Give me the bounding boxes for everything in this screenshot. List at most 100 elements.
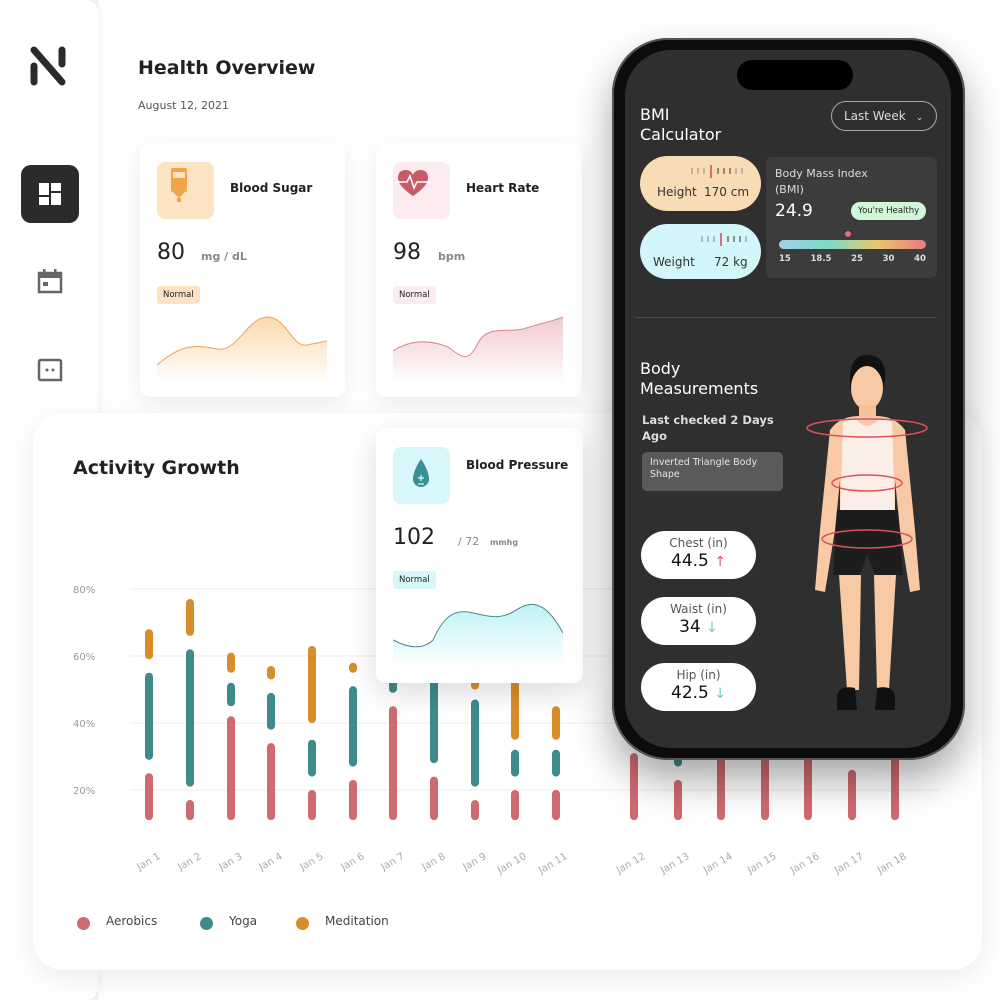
blood-pressure-card[interactable]: Blood Pressure 102 / 72 mmhg Normal [376, 428, 583, 683]
blood-drop-icon [393, 447, 450, 504]
legend-meditation-swatch [296, 917, 309, 930]
x-tick-label: Jan 15 [745, 851, 778, 877]
nav-dashboard[interactable] [21, 165, 79, 223]
arrow-down-icon: ↓ [706, 620, 718, 636]
y-tick-label: 80% [73, 585, 95, 596]
y-tick-label: 60% [73, 652, 95, 663]
x-tick-label: Jan 2 [176, 851, 204, 874]
legend-yoga-swatch [200, 917, 213, 930]
phone-screen: BMI Calculator Last Week ⌄ Height 170 cm W… [625, 50, 951, 748]
legend-yoga: Yoga [229, 914, 258, 928]
bmi-label-line2: (BMI) [775, 183, 804, 196]
height-label: Height [657, 185, 697, 199]
bmi-label-line1: Body Mass Index [775, 167, 868, 180]
legend-aerobics: Aerobics [106, 914, 158, 928]
x-tick-label: Jan 9 [461, 851, 489, 874]
height-value: 170 cm [704, 185, 750, 199]
glucose-meter-icon [157, 162, 214, 219]
card-title: Blood Pressure [466, 458, 569, 472]
logo-icon [30, 46, 66, 86]
bmi-value: 24.9 [775, 201, 813, 221]
bmi-scale-bar [779, 240, 926, 249]
x-tick-label: Jan 12 [614, 851, 647, 877]
x-tick-label: Jan 18 [875, 851, 908, 877]
measurement-value: 42.5 [671, 683, 709, 703]
body-title-line1: Body [640, 359, 681, 378]
x-tick-label: Jan 5 [298, 851, 326, 874]
x-tick-label: Jan 3 [217, 851, 245, 874]
x-tick-label: Jan 6 [339, 851, 367, 874]
page-title: Health Overview [138, 57, 316, 79]
blood-pressure-sparkline [393, 603, 563, 668]
bmi-scale-label: 25 [851, 254, 863, 264]
body-title-line2: Measurements [640, 379, 759, 398]
height-pill[interactable]: Height 170 cm [640, 156, 761, 211]
measurement-value: 34 [679, 617, 701, 637]
arrow-down-icon: ↓ [714, 686, 726, 702]
heart-pulse-icon [393, 162, 450, 219]
bmi-title-line2: Calculator [640, 125, 722, 144]
x-tick-label: Jan 14 [701, 851, 734, 877]
bmi-panel: Body Mass Index (BMI) 24.9 You're Healthy… [766, 157, 937, 278]
bmi-scale-labels: 15 18.5 25 30 40 [779, 254, 926, 264]
measurement-label: Chest (in) [669, 536, 728, 550]
x-tick-label: Jan 10 [495, 851, 528, 877]
measurement-label: Waist (in) [670, 602, 727, 616]
blood-sugar-card[interactable]: Blood Sugar 80 mg / dL Normal [140, 143, 345, 397]
bmi-marker [845, 231, 851, 237]
nav-chat[interactable] [37, 358, 63, 384]
weight-ruler-icon [701, 233, 747, 246]
weight-label: Weight [653, 255, 695, 269]
y-tick-label: 40% [73, 719, 95, 730]
chevron-down-icon: ⌄ [915, 113, 924, 123]
bmi-status-badge: You're Healthy [851, 202, 927, 220]
card-title: Heart Rate [466, 181, 540, 195]
nav-calendar[interactable] [37, 268, 63, 294]
divider [635, 317, 937, 318]
card-value: 98 [393, 240, 421, 265]
dashboard-icon [39, 183, 61, 205]
measurement-label: Hip (in) [676, 668, 721, 682]
arrow-up-icon: ↑ [714, 554, 726, 570]
status-badge: Normal [393, 571, 436, 589]
card-unit: bpm [438, 250, 466, 263]
weight-value: 72 kg [714, 255, 748, 269]
x-tick-label: Jan 11 [536, 851, 569, 877]
card-value: 80 [157, 240, 185, 265]
bmi-scale-label: 40 [914, 254, 926, 264]
height-ruler-icon [691, 165, 743, 178]
last-checked: Last checked 2 Days Ago [642, 412, 774, 444]
x-tick-label: Jan 1 [135, 851, 163, 874]
heart-rate-card[interactable]: Heart Rate 98 bpm Normal [376, 143, 582, 397]
x-tick-label: Jan 7 [379, 851, 407, 874]
blood-sugar-sparkline [157, 316, 327, 383]
body-shape-line1: Inverted Triangle Body [650, 457, 758, 468]
body-figure-illustration [806, 355, 928, 710]
body-title: Body Measurements [640, 359, 758, 399]
bmi-title: BMI Calculator [640, 105, 721, 145]
hip-measurement[interactable]: Hip (in) 42.5 ↓ [641, 663, 756, 711]
heart-rate-sparkline [393, 316, 563, 383]
x-tick-label: Jan 17 [832, 851, 865, 877]
bmi-scale-label: 30 [882, 254, 895, 264]
status-badge: Normal [157, 286, 200, 304]
waist-measurement[interactable]: Waist (in) 34 ↓ [641, 597, 756, 645]
body-shape-line2: Shape [650, 469, 680, 480]
card-unit-secondary: mmhg [490, 538, 519, 547]
period-dropdown[interactable]: Last Week ⌄ [831, 101, 937, 131]
last-checked-line1: Last checked 2 Days [642, 413, 774, 427]
bmi-scale-label: 15 [779, 254, 791, 264]
last-checked-line2: Ago [642, 429, 668, 443]
x-tick-label: Jan 13 [658, 851, 691, 877]
measurement-value: 44.5 [671, 551, 709, 571]
chest-measurement[interactable]: Chest (in) 44.5 ↑ [641, 531, 756, 579]
weight-pill[interactable]: Weight 72 kg [640, 224, 761, 279]
x-tick-label: Jan 16 [788, 851, 821, 877]
card-unit: mg / dL [201, 250, 247, 263]
x-tick-label: Jan 8 [420, 851, 448, 874]
x-tick-label: Jan 4 [257, 851, 285, 874]
dynamic-island [737, 60, 853, 90]
bmi-scale-label: 18.5 [810, 254, 832, 264]
period-value: Last Week [844, 109, 906, 123]
card-title: Blood Sugar [230, 181, 313, 195]
